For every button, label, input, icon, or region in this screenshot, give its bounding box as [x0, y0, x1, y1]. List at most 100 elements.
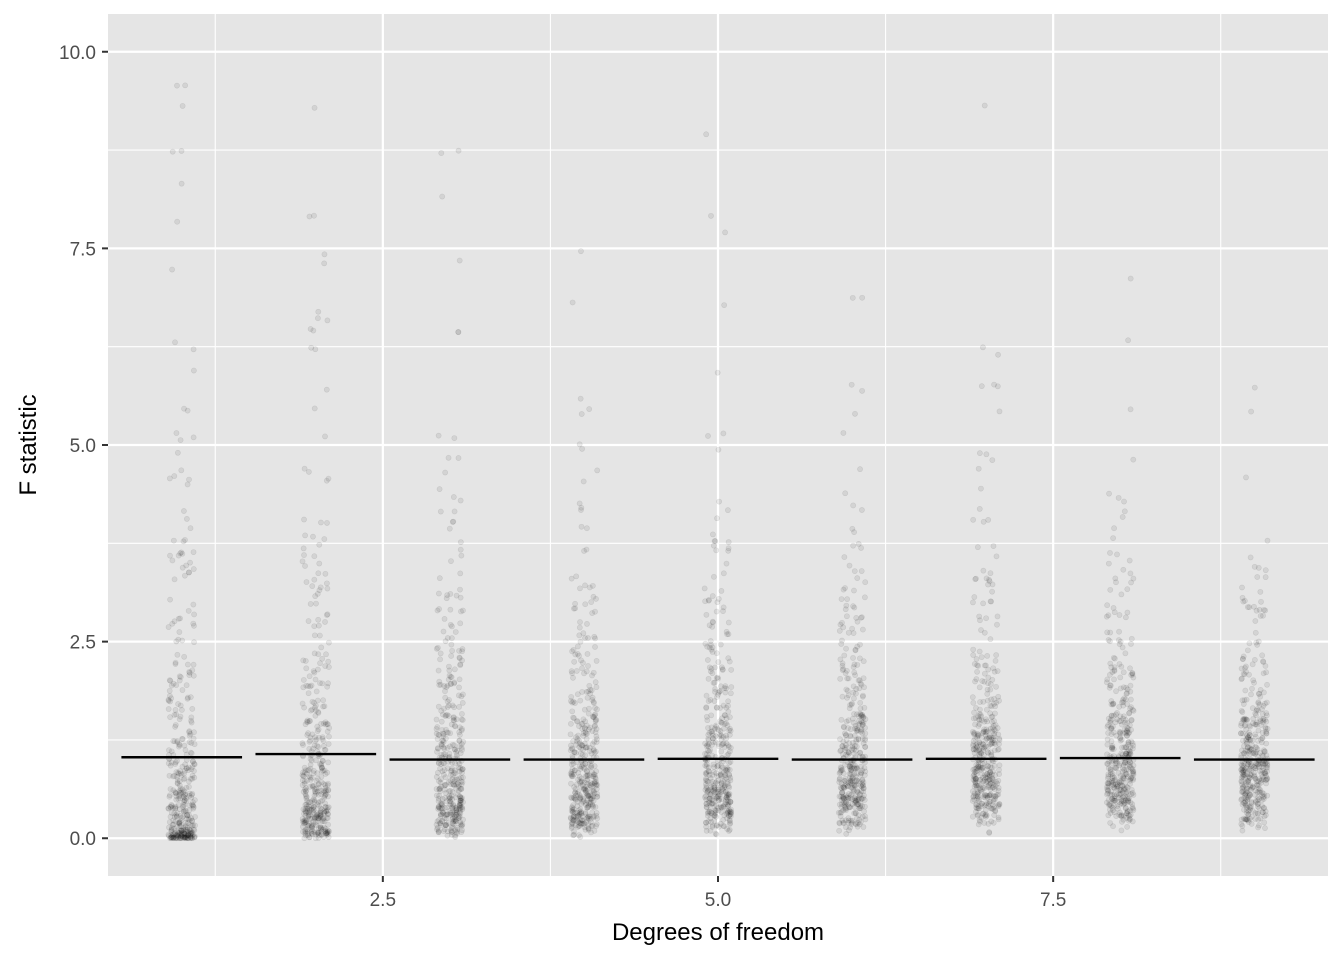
data-point [989, 588, 996, 595]
data-point [981, 744, 988, 751]
data-point [725, 507, 731, 514]
data-point [311, 553, 318, 560]
data-point [309, 826, 316, 833]
data-point [441, 705, 447, 712]
data-point [455, 147, 462, 154]
data-point [322, 792, 329, 798]
data-point [303, 788, 309, 795]
data-point [300, 820, 307, 827]
data-point [185, 694, 191, 701]
data-point [186, 732, 193, 739]
data-point [311, 623, 318, 630]
data-point [1253, 712, 1259, 719]
data-point [995, 351, 1001, 358]
data-point [988, 598, 995, 605]
data-point [305, 719, 311, 725]
data-point [980, 698, 987, 705]
data-point [1110, 823, 1116, 830]
point-group-df-1 [165, 82, 198, 842]
data-point [187, 831, 194, 837]
data-point [307, 601, 314, 607]
data-point [1238, 675, 1245, 682]
data-point [322, 771, 329, 777]
data-point [321, 767, 328, 774]
data-point [1127, 682, 1134, 689]
data-point [437, 820, 444, 827]
data-point [437, 765, 443, 772]
data-point [178, 827, 185, 834]
data-point [717, 728, 724, 734]
data-point [1104, 602, 1111, 609]
data-point [1257, 588, 1264, 595]
data-point [191, 639, 197, 646]
data-point [179, 637, 186, 644]
x-tick-label: 2.5 [370, 890, 396, 911]
data-point [459, 822, 465, 829]
data-point [167, 835, 173, 842]
data-point [305, 730, 311, 737]
data-point [857, 655, 863, 662]
data-point [187, 833, 194, 839]
data-point [178, 707, 185, 713]
data-point [722, 689, 729, 696]
y-axis: 0.0 2.5 5.0 7.5 10.0 [59, 43, 108, 850]
data-point [583, 525, 590, 532]
data-point [581, 670, 587, 677]
data-point [1130, 575, 1137, 582]
data-point [442, 781, 448, 788]
data-point [728, 684, 735, 690]
data-point [837, 748, 844, 754]
data-point [439, 193, 446, 200]
data-point [591, 738, 598, 745]
data-point [847, 770, 854, 777]
data-point [969, 788, 976, 795]
data-point [307, 761, 314, 768]
data-point [168, 824, 175, 831]
data-point [311, 742, 318, 749]
data-point [460, 607, 466, 614]
data-point [185, 819, 191, 826]
data-point [175, 552, 182, 559]
data-point [862, 594, 868, 601]
data-point [170, 821, 177, 828]
data-point [724, 767, 730, 774]
data-point [702, 598, 709, 605]
data-point [302, 658, 309, 664]
data-point [312, 835, 319, 842]
data-point [168, 827, 175, 834]
data-point [704, 777, 710, 784]
data-point [708, 784, 714, 790]
data-point [325, 680, 331, 687]
data-point [1239, 827, 1246, 834]
data-point [715, 446, 722, 453]
data-point [308, 829, 315, 835]
data-point [191, 622, 197, 629]
data-point [593, 684, 600, 691]
data-point [172, 830, 179, 836]
data-point [576, 832, 582, 839]
data-point [985, 820, 992, 827]
data-point [172, 803, 179, 810]
data-point [170, 835, 177, 842]
data-point [1262, 607, 1269, 614]
data-point [1244, 647, 1251, 654]
data-point [849, 715, 856, 722]
data-point [170, 537, 177, 544]
data-point [180, 834, 187, 840]
data-point [322, 825, 329, 832]
data-point [175, 795, 182, 802]
data-point [842, 585, 848, 591]
data-point [1246, 640, 1253, 647]
data-point [981, 802, 988, 809]
data-point [174, 738, 181, 744]
data-point [1250, 677, 1257, 684]
data-point [594, 706, 600, 713]
data-point [444, 745, 451, 751]
data-point [1243, 726, 1250, 733]
data-point [1254, 761, 1261, 768]
data-point [317, 813, 324, 820]
data-point [190, 566, 197, 572]
data-point [170, 817, 177, 824]
data-point [1104, 760, 1111, 767]
data-point [722, 801, 729, 808]
